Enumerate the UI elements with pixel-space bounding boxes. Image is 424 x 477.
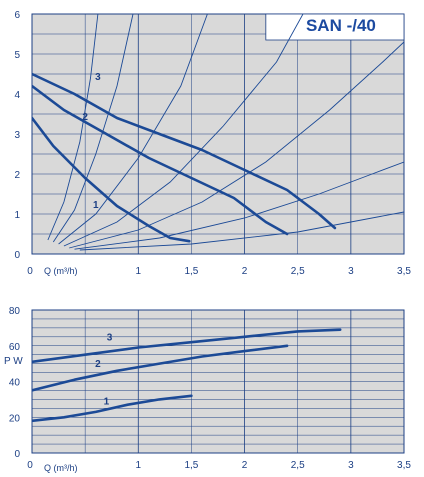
reference-curve-4: [63, 14, 304, 247]
x-tick-label: 1: [136, 460, 142, 471]
reference-curve-3: [58, 14, 208, 245]
y-tick-label: 1: [14, 210, 20, 221]
chart-panel-1: SAN -/40 1 2 3 0 1 2 3 4 5 6 0 1 1,5 2 2,5 3 3,5 Q (m³/h): [14, 10, 411, 277]
x-tick-label: 2: [242, 266, 248, 277]
x-tick-label: 0: [27, 460, 33, 471]
plot-frame: [31, 13, 405, 255]
reference-curve-7: [79, 211, 404, 251]
series-curve-2: [32, 84, 289, 236]
reference-curve-5: [69, 41, 404, 249]
y-tick-label: 6: [14, 10, 20, 21]
x-tick-label: 2,5: [291, 266, 305, 277]
y-tick-label: 20: [9, 413, 21, 424]
x-tick-label: 3: [348, 266, 354, 277]
y-tick-label: 5: [14, 50, 20, 61]
chart-panel-2: 1 2 3 0 20 40 60 80 0 1 1,5 2 2,5 3 3,5 Q (m³/h) P W: [4, 306, 411, 473]
reference-curve-6: [74, 161, 404, 250]
curves: [32, 14, 404, 251]
x-tick-label: 1,5: [184, 460, 198, 471]
x-tick-label: 0: [27, 266, 33, 277]
curve-label-3: 3: [107, 332, 113, 343]
y-tick-label: 0: [14, 250, 20, 261]
curve-label-1: 1: [93, 200, 99, 211]
y-tick-label: 80: [9, 306, 21, 317]
y-tick-label: 40: [9, 378, 21, 389]
series-curve-3: [32, 328, 342, 364]
x-axis-label: Q (m³/h): [44, 463, 78, 473]
series-curve-1: [32, 116, 191, 243]
series-curve-1: [32, 394, 193, 423]
curves: [32, 328, 342, 423]
y-tick-label: 2: [14, 170, 20, 181]
series-curve-2: [32, 344, 289, 392]
curve-label-2: 2: [95, 359, 101, 370]
y-tick-label: 0: [14, 449, 20, 460]
x-tick-label: 1,5: [184, 266, 198, 277]
x-tick-label: 2: [242, 460, 248, 471]
curve-label-1: 1: [104, 397, 110, 408]
x-tick-label: 3,5: [397, 460, 411, 471]
plot-frame: [31, 309, 405, 454]
curve-label-3: 3: [95, 72, 101, 83]
reference-curve-1: [47, 14, 99, 241]
y-tick-label: 60: [9, 342, 21, 353]
x-tick-label: 3: [348, 460, 354, 471]
chart-title: SAN -/40: [306, 16, 376, 35]
y-axis-label: P W: [4, 356, 23, 367]
curve-label-2: 2: [82, 112, 88, 123]
series-curve-3: [32, 72, 337, 230]
y-tick-label: 3: [14, 130, 20, 141]
y-tick-label: 4: [14, 90, 20, 101]
title-box: [265, 13, 405, 41]
x-tick-label: 1: [136, 266, 142, 277]
x-tick-label: 3,5: [397, 266, 411, 277]
reference-curve-2: [52, 14, 134, 243]
x-tick-label: 2,5: [291, 460, 305, 471]
x-axis-label: Q (m³/h): [44, 266, 78, 276]
